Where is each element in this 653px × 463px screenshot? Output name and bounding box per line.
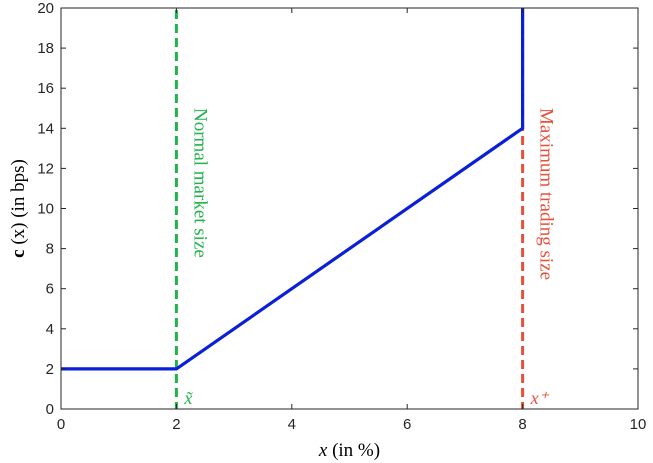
series-layer — [61, 8, 525, 371]
x-tick-label: 8 — [518, 416, 526, 433]
reference-lines: Normal market size x̃ Maximum trading size… — [174, 10, 557, 409]
y-axis-label: c (x) (in bps) — [8, 159, 29, 258]
y-tick-label: 10 — [37, 201, 54, 218]
y-tick-label: 18 — [37, 40, 54, 57]
x-axis-label: x (in %) — [318, 440, 380, 461]
y-tick-label: 14 — [37, 120, 54, 137]
x-tick-label: 0 — [57, 416, 65, 433]
vline-marker-0: x̃ — [183, 388, 193, 408]
vline-marker-1: x⁺ — [530, 388, 550, 408]
y-tick-label: 8 — [46, 241, 54, 258]
x-tick-label: 4 — [288, 416, 296, 433]
series-line-0 — [61, 8, 525, 371]
y-tick-label: 0 — [46, 401, 54, 418]
y-tick-label: 16 — [37, 80, 54, 97]
y-tick-label: 2 — [46, 361, 54, 378]
y-tick-label: 12 — [37, 160, 54, 177]
x-tick-label: 10 — [630, 416, 647, 433]
y-tick-label: 4 — [46, 321, 54, 338]
vline-label-1: Maximum trading size — [536, 108, 557, 280]
x-tick-label: 2 — [172, 416, 180, 433]
y-tick-label: 6 — [46, 281, 54, 298]
axis-ticks: 0 2 4 6 8 10 0 2 4 6 8 10 12 14 16 18 20 — [37, 0, 646, 433]
y-tick-label: 20 — [37, 0, 54, 17]
x-tick-label: 6 — [403, 416, 411, 433]
vline-label-0: Normal market size — [189, 108, 210, 258]
